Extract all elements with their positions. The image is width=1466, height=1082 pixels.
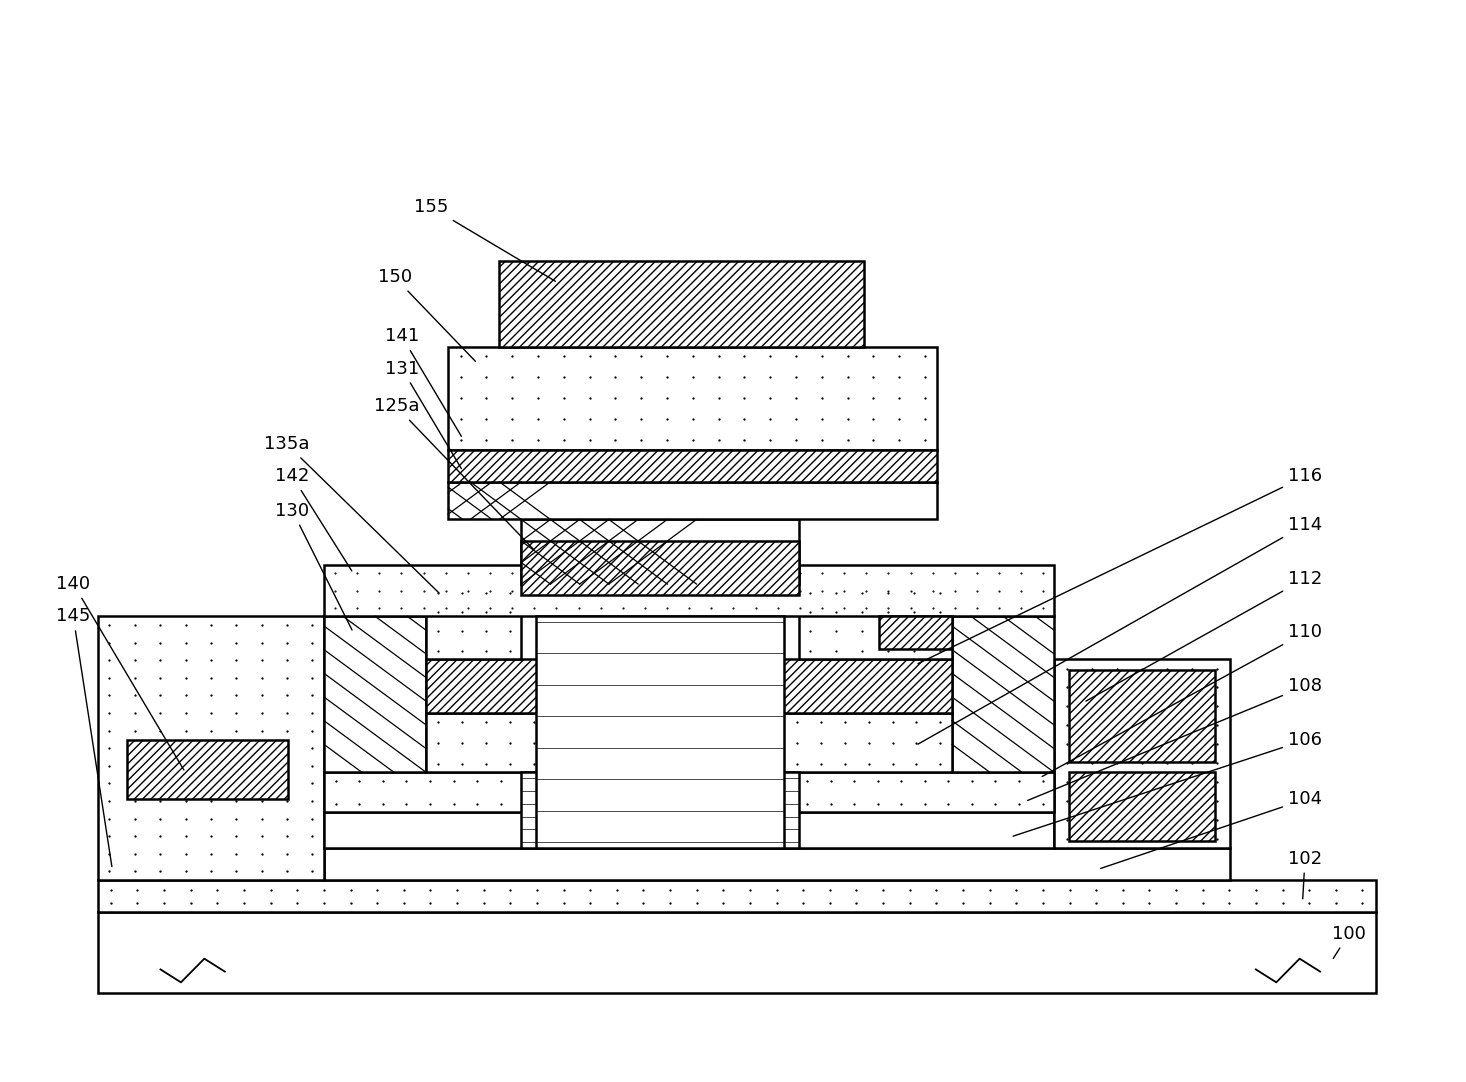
Bar <box>522 773 799 848</box>
Bar <box>1069 670 1215 762</box>
Text: 114: 114 <box>918 516 1322 744</box>
Text: 155: 155 <box>413 198 556 281</box>
Text: 116: 116 <box>918 467 1322 663</box>
Text: 145: 145 <box>56 607 111 867</box>
Text: 125a: 125a <box>374 397 534 550</box>
Text: 131: 131 <box>384 360 462 469</box>
Bar <box>1054 659 1230 848</box>
Bar <box>951 617 1054 773</box>
Bar <box>799 584 951 659</box>
Bar <box>324 848 1230 880</box>
Bar <box>324 813 1054 848</box>
Bar <box>449 481 937 519</box>
Bar <box>449 347 937 449</box>
Bar <box>500 261 865 347</box>
Text: 150: 150 <box>378 268 475 361</box>
Text: 100: 100 <box>1331 925 1366 959</box>
Bar <box>98 617 324 880</box>
Bar <box>98 912 1375 993</box>
Bar <box>880 617 951 648</box>
Bar <box>449 449 937 481</box>
Text: 141: 141 <box>384 328 462 436</box>
Text: 112: 112 <box>1086 570 1322 701</box>
Bar <box>98 880 1375 912</box>
Text: 110: 110 <box>1042 623 1322 777</box>
Text: 106: 106 <box>1013 731 1322 836</box>
Bar <box>324 617 427 773</box>
Bar <box>1069 773 1215 842</box>
Bar <box>128 740 287 800</box>
Bar <box>537 617 784 848</box>
Bar <box>324 773 1054 813</box>
Text: 142: 142 <box>276 467 352 571</box>
Bar <box>324 565 1054 617</box>
Text: 135a: 135a <box>264 435 438 593</box>
Bar <box>427 584 522 659</box>
Text: 140: 140 <box>56 575 183 770</box>
Bar <box>522 519 799 584</box>
Bar <box>522 541 799 595</box>
Bar <box>427 659 951 713</box>
Text: 102: 102 <box>1289 849 1322 899</box>
Text: 130: 130 <box>276 502 352 630</box>
Text: 108: 108 <box>1028 677 1322 801</box>
Bar <box>427 713 951 773</box>
Text: 104: 104 <box>1101 790 1322 869</box>
